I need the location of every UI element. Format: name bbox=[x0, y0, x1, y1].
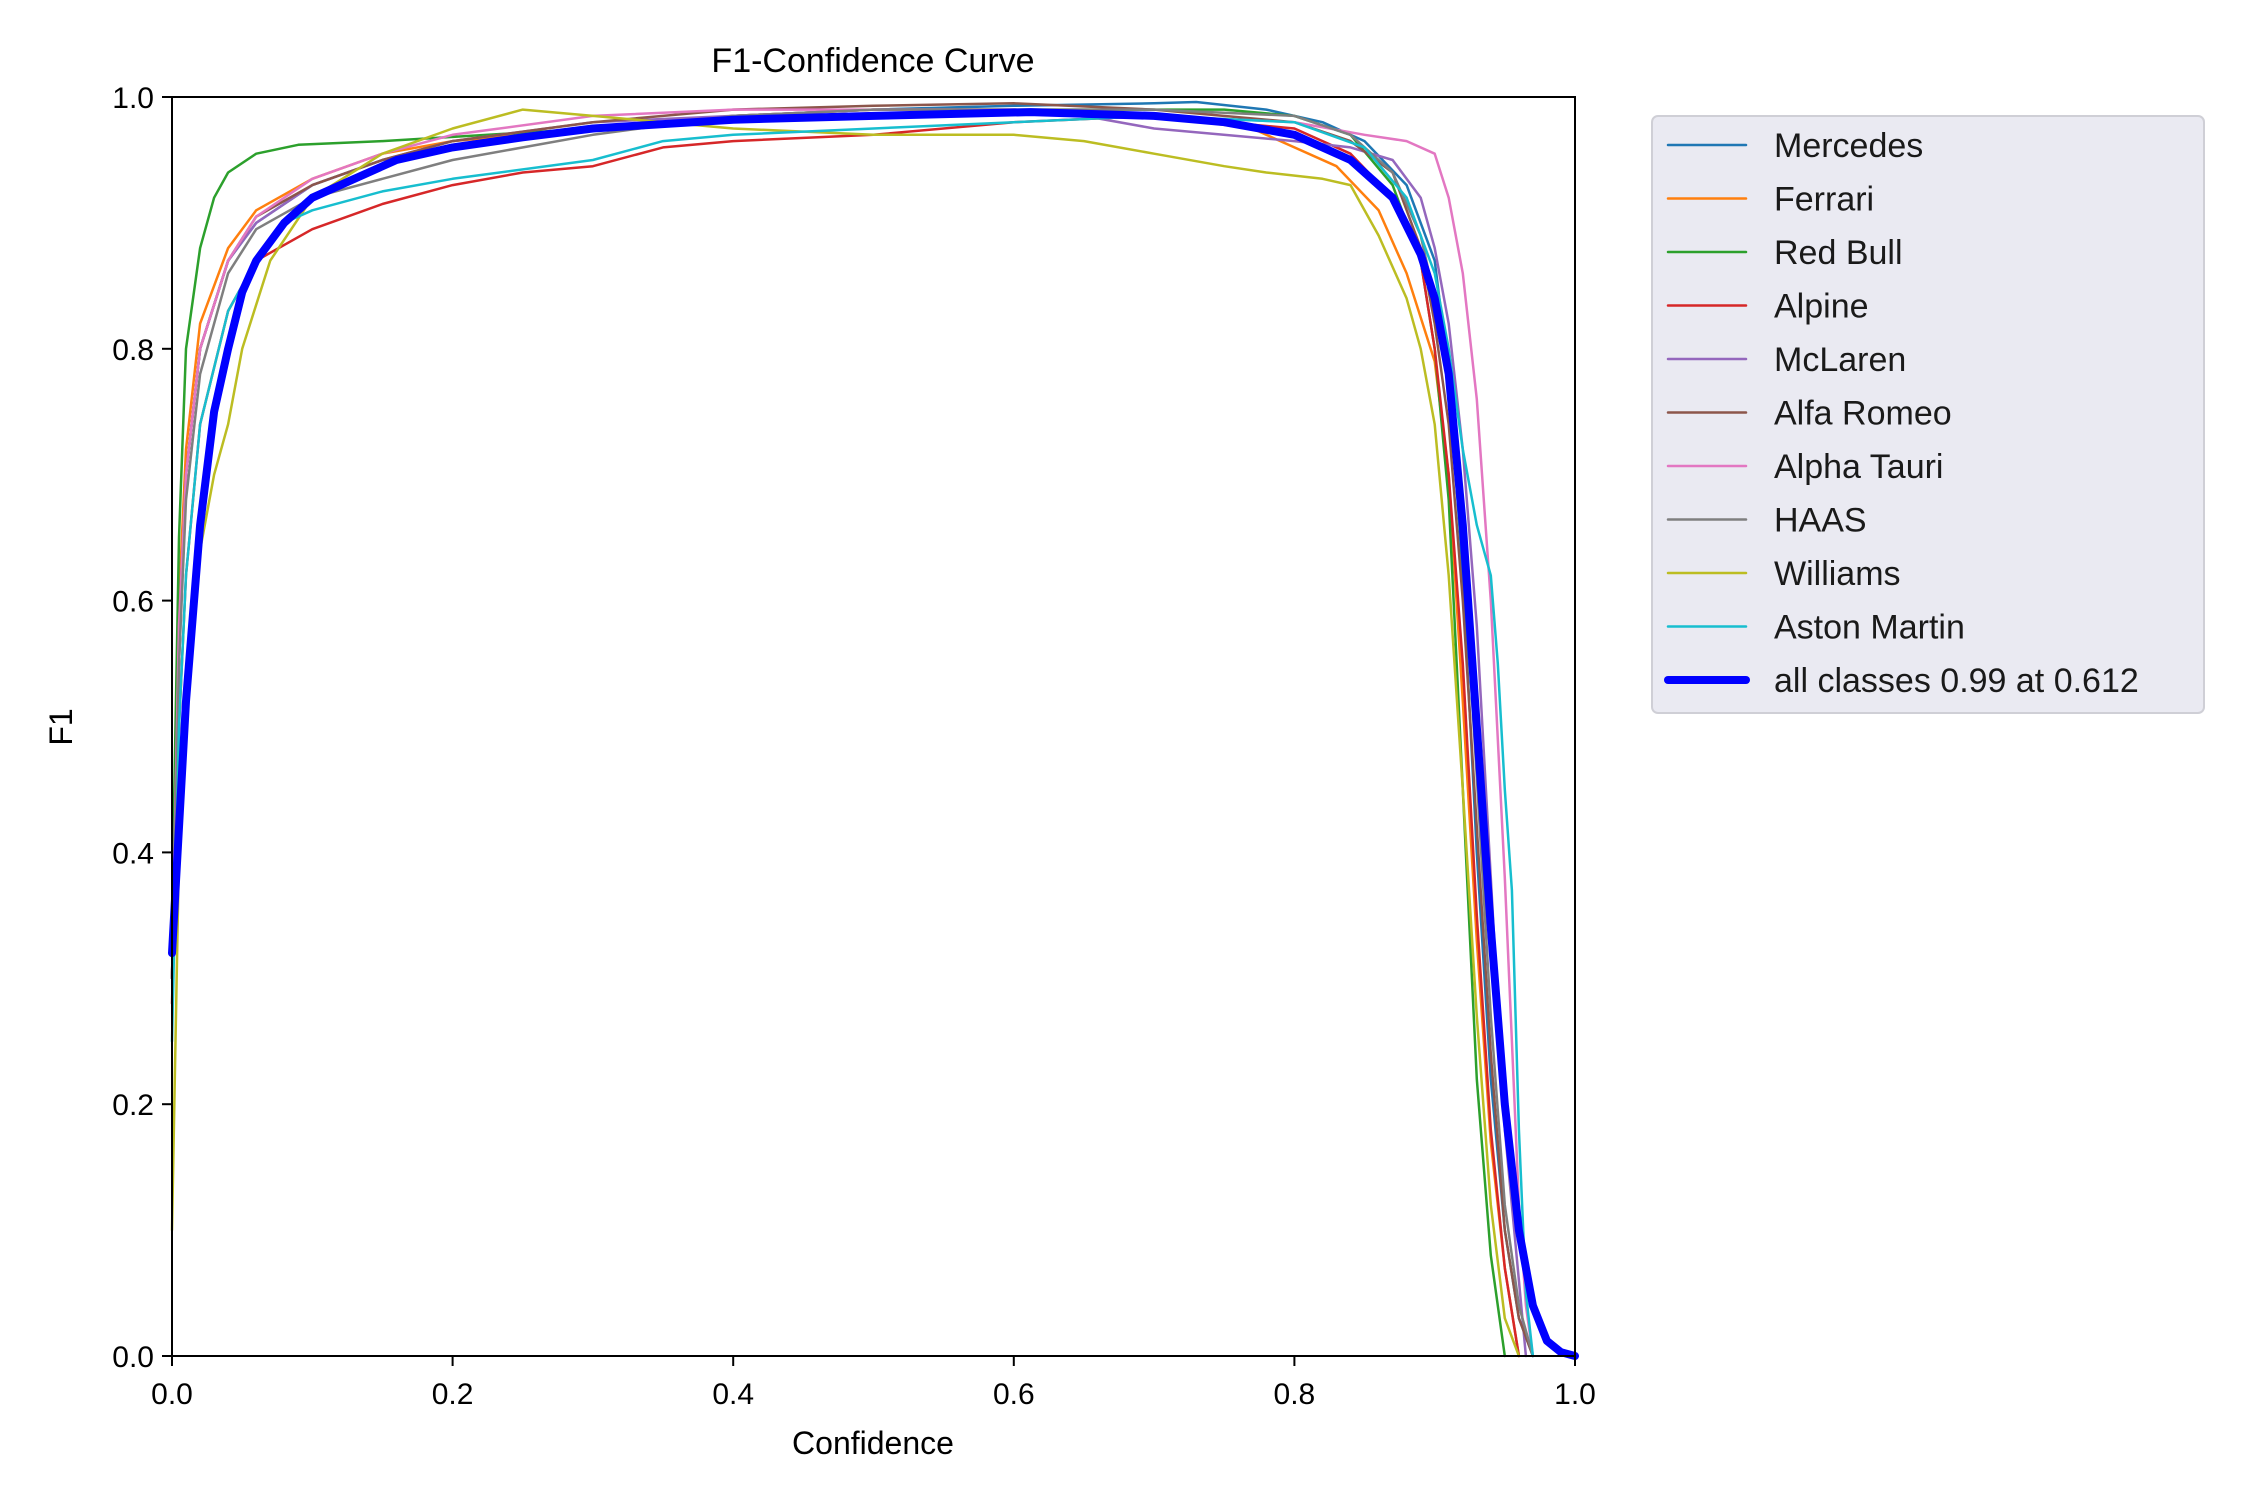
x-tick-label: 0.6 bbox=[993, 1378, 1035, 1411]
x-tick-label: 1.0 bbox=[1554, 1378, 1596, 1411]
y-tick-label: 0.0 bbox=[112, 1341, 154, 1374]
x-tick-label: 0.2 bbox=[432, 1378, 474, 1411]
y-tick-label: 0.8 bbox=[112, 334, 154, 367]
x-tick-label: 0.8 bbox=[1274, 1378, 1316, 1411]
legend-label-williams: Williams bbox=[1774, 555, 1901, 593]
legend-label-alpha-tauri: Alpha Tauri bbox=[1774, 448, 1944, 486]
plot-area bbox=[168, 100, 1579, 1360]
series-line-all-classes-0-99-at-0-612 bbox=[168, 108, 1579, 1360]
x-axis-ticks: 0.0 0.2 0.4 0.6 0.8 1.0 bbox=[151, 1356, 1596, 1411]
y-tick-label: 0.4 bbox=[112, 837, 154, 870]
legend-label-mclaren: McLaren bbox=[1774, 341, 1906, 379]
legend-label-mercedes: Mercedes bbox=[1774, 127, 1923, 165]
y-axis-ticks: 0.0 0.2 0.4 0.6 0.8 1.0 bbox=[112, 82, 172, 1374]
y-tick-label: 1.0 bbox=[112, 82, 154, 115]
legend-label-alpine: Alpine bbox=[1774, 288, 1869, 326]
x-tick-label: 0.0 bbox=[151, 1378, 193, 1411]
chart-title: F1-Confidence Curve bbox=[711, 42, 1034, 80]
x-axis-label: Confidence bbox=[792, 1425, 954, 1461]
legend-label-ferrari: Ferrari bbox=[1774, 181, 1874, 219]
series-line-williams bbox=[170, 108, 1521, 1358]
legend-label-all-classes-0-99-at-0-612: all classes 0.99 at 0.612 bbox=[1774, 662, 2139, 700]
y-tick-label: 0.6 bbox=[112, 586, 154, 619]
y-tick-label: 0.2 bbox=[112, 1089, 154, 1122]
legend-label-aston-martin: Aston Martin bbox=[1774, 609, 1965, 647]
legend-label-alfa-romeo: Alfa Romeo bbox=[1774, 395, 1952, 433]
x-tick-label: 0.4 bbox=[712, 1378, 754, 1411]
legend-label-red-bull: Red Bull bbox=[1774, 234, 1903, 272]
y-axis-label: F1 bbox=[43, 708, 79, 745]
legend: Mercedes Ferrari Red Bull Alpine McLaren Alfa… bbox=[1651, 115, 2205, 714]
legend-box bbox=[1651, 115, 2205, 714]
legend-label-haas: HAAS bbox=[1774, 502, 1867, 540]
plot-frame bbox=[171, 96, 1576, 1357]
